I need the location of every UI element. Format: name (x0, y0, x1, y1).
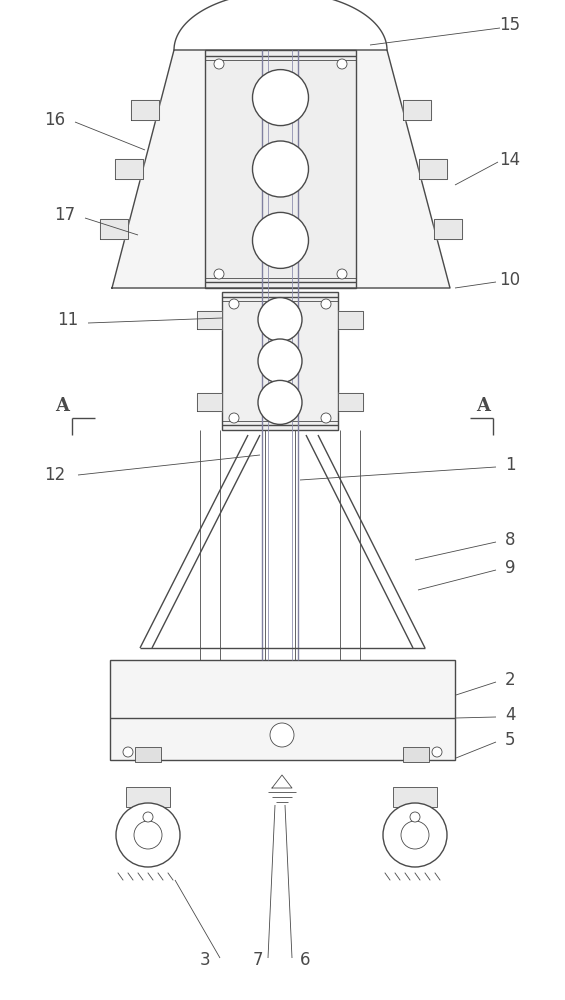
Text: 15: 15 (499, 16, 520, 34)
Bar (110, 660, 455, 760)
Bar (403, 747, 429, 762)
Polygon shape (99, 219, 128, 238)
Text: 11: 11 (58, 311, 79, 329)
Circle shape (123, 747, 133, 757)
Polygon shape (112, 50, 450, 288)
Text: 5: 5 (505, 731, 515, 749)
Circle shape (134, 821, 162, 849)
Bar (393, 787, 437, 807)
Circle shape (229, 413, 239, 423)
Circle shape (432, 747, 442, 757)
Text: 16: 16 (45, 111, 66, 129)
Text: 1: 1 (505, 456, 515, 474)
Circle shape (258, 298, 302, 342)
Text: 14: 14 (499, 151, 520, 169)
Circle shape (214, 59, 224, 69)
Circle shape (410, 812, 420, 822)
Text: 3: 3 (199, 951, 210, 969)
Circle shape (383, 803, 447, 867)
Circle shape (321, 413, 331, 423)
Bar (205, 50, 356, 288)
Polygon shape (197, 393, 222, 411)
Circle shape (270, 723, 294, 747)
Circle shape (401, 821, 429, 849)
Circle shape (258, 380, 302, 424)
Polygon shape (338, 311, 363, 329)
Circle shape (253, 141, 308, 197)
Bar (222, 292, 338, 430)
Polygon shape (338, 393, 363, 411)
Text: 8: 8 (505, 531, 515, 549)
Circle shape (214, 269, 224, 279)
Polygon shape (434, 219, 462, 238)
Text: A: A (55, 397, 69, 415)
Bar (126, 787, 170, 807)
Circle shape (337, 59, 347, 69)
Text: 10: 10 (499, 271, 520, 289)
Circle shape (337, 269, 347, 279)
Polygon shape (115, 159, 143, 179)
Circle shape (229, 299, 239, 309)
Circle shape (253, 212, 308, 268)
Circle shape (253, 70, 308, 126)
Polygon shape (197, 311, 222, 329)
Text: 9: 9 (505, 559, 515, 577)
Polygon shape (419, 159, 446, 179)
Bar (135, 747, 161, 762)
Circle shape (258, 339, 302, 383)
Circle shape (116, 803, 180, 867)
Text: 17: 17 (54, 206, 76, 224)
Circle shape (321, 299, 331, 309)
Text: 7: 7 (253, 951, 263, 969)
Text: A: A (476, 397, 490, 415)
Text: 4: 4 (505, 706, 515, 724)
Polygon shape (403, 100, 431, 119)
Polygon shape (131, 100, 159, 119)
Text: 6: 6 (300, 951, 310, 969)
Text: 2: 2 (505, 671, 515, 689)
Text: 12: 12 (45, 466, 66, 484)
Circle shape (143, 812, 153, 822)
